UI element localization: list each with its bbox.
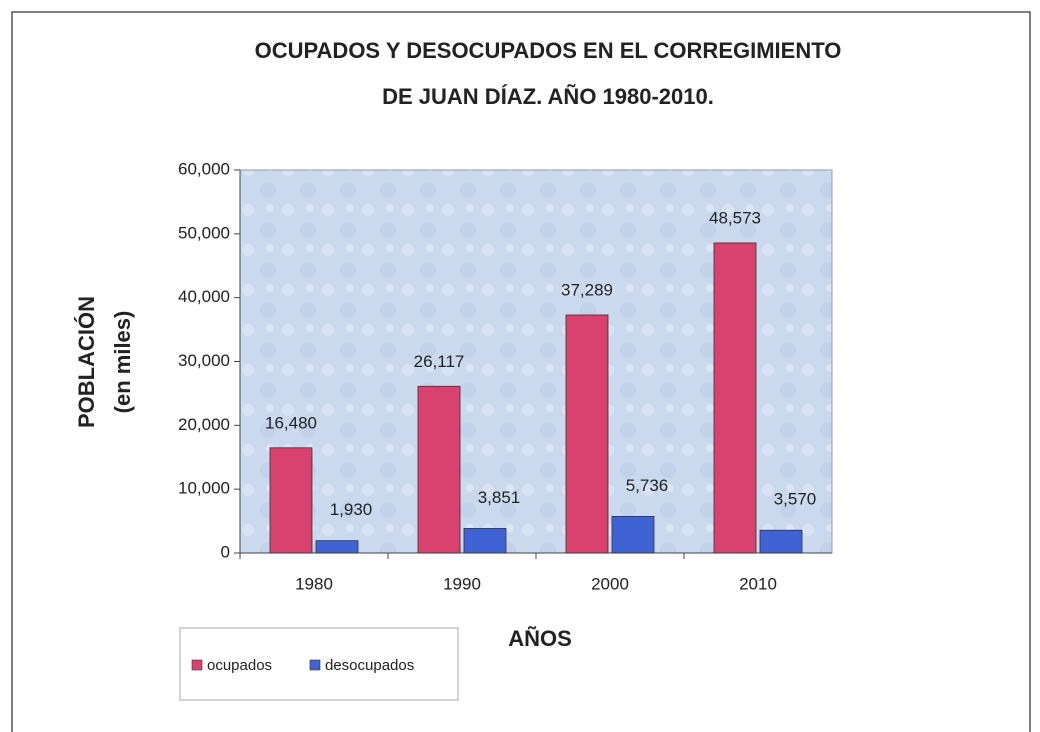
- data-label: 26,117: [414, 352, 465, 371]
- chart-title: OCUPADOS Y DESOCUPADOS EN EL CORREGIMIEN…: [255, 38, 842, 63]
- data-label: 3,851: [478, 488, 521, 507]
- x-tick-label: 2010: [739, 574, 777, 593]
- x-tick-label: 1990: [443, 574, 481, 593]
- x-tick-label: 2000: [591, 574, 629, 593]
- y-tick-label: 30,000: [178, 351, 230, 370]
- bar: [565, 314, 609, 554]
- bar: [269, 447, 313, 554]
- bar: [759, 529, 803, 554]
- x-tick-label: 1980: [295, 574, 333, 593]
- bar: [417, 385, 461, 554]
- y-tick-label: 40,000: [178, 287, 230, 306]
- frame: [11, 11, 1031, 732]
- legend-label: ocupados: [207, 657, 272, 674]
- y-axis-title: (en miles): [110, 311, 135, 414]
- y-tick-label: 10,000: [178, 479, 230, 498]
- legend-label: desocupados: [325, 657, 414, 674]
- chart-title: DE JUAN DÍAZ. AÑO 1980-2010.: [382, 84, 714, 109]
- bar: [463, 528, 507, 554]
- y-tick-label: 20,000: [178, 415, 230, 434]
- bar: [713, 242, 757, 554]
- y-axis-title: POBLACIÓN: [74, 296, 99, 428]
- data-label: 1,930: [330, 500, 373, 519]
- bar: [611, 515, 655, 554]
- data-label: 3,570: [774, 490, 817, 509]
- data-label: 5,736: [626, 476, 669, 495]
- legend-swatch: [309, 659, 321, 671]
- y-tick-label: 60,000: [178, 159, 230, 178]
- data-label: 37,289: [561, 280, 613, 299]
- data-label: 48,573: [709, 208, 761, 227]
- bar: [315, 540, 359, 554]
- data-label: 16,480: [265, 413, 317, 432]
- legend-swatch: [191, 659, 203, 671]
- y-tick-label: 50,000: [178, 223, 230, 242]
- x-axis-title: AÑOS: [508, 626, 572, 651]
- y-tick-label: 0: [221, 542, 230, 561]
